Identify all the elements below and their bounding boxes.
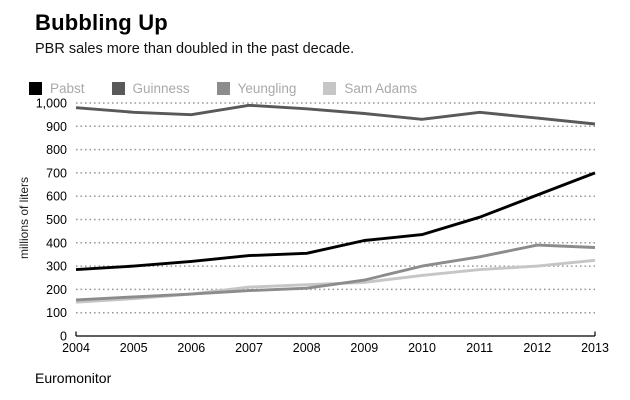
series-line-yeungling — [75, 243, 596, 302]
y-tick-label: 1,000 — [36, 97, 67, 111]
legend-item-pabst: Pabst — [29, 81, 85, 96]
series-line-guinness — [75, 103, 596, 126]
x-tick-label: 2007 — [235, 341, 263, 355]
y-tick-label: 400 — [46, 236, 67, 250]
legend-label-guinness: Guinness — [132, 81, 190, 96]
y-tick-label: 0 — [60, 330, 67, 344]
x-tick-label: 2013 — [581, 341, 609, 355]
series-line-pabst — [75, 171, 596, 272]
x-tick-label: 2006 — [177, 341, 205, 355]
y-tick-label: 300 — [46, 260, 67, 274]
source-attribution: Euromonitor — [35, 370, 112, 386]
legend-swatch-sam-adams — [323, 82, 337, 95]
y-tick-label: 800 — [46, 143, 67, 157]
chart-subtitle: PBR sales more than doubled in the past … — [35, 41, 355, 57]
y-tick-label: 700 — [46, 166, 67, 180]
y-tick-label: 100 — [46, 306, 67, 320]
y-tick-label: 600 — [46, 190, 67, 204]
line-chart-plot-area: 0 100 200 300 400 500 600 700 800 900 1,000 2004 200… — [36, 97, 609, 356]
legend-swatch-guinness — [111, 82, 125, 95]
x-tick-label: 2004 — [62, 341, 90, 355]
x-tick-label: 2011 — [466, 341, 493, 355]
legend-swatch-pabst — [29, 82, 42, 95]
x-tick-label: 2008 — [293, 341, 321, 355]
x-tick-label: 2005 — [120, 341, 148, 355]
legend-label-pabst: Pabst — [50, 81, 85, 96]
legend-label-yeungling: Yeungling — [237, 81, 297, 96]
y-tick-label: 500 — [46, 213, 67, 227]
legend-item-sam-adams: Sam Adams — [323, 81, 417, 96]
x-tick-label: 2009 — [350, 341, 378, 355]
chart-title: Bubbling Up — [35, 10, 168, 35]
legend-item-guinness: Guinness — [111, 81, 190, 96]
y-tick-label: 200 — [46, 283, 67, 297]
legend-item-yeungling: Yeungling — [216, 81, 297, 96]
legend: Pabst Guinness Yeungling Sam Adams — [29, 81, 417, 96]
y-tick-label: 900 — [46, 120, 67, 134]
x-tick-label: 2010 — [408, 341, 436, 355]
x-tick-label: 2012 — [523, 341, 551, 355]
legend-label-sam-adams: Sam Adams — [344, 81, 418, 96]
legend-swatch-yeungling — [216, 82, 230, 95]
